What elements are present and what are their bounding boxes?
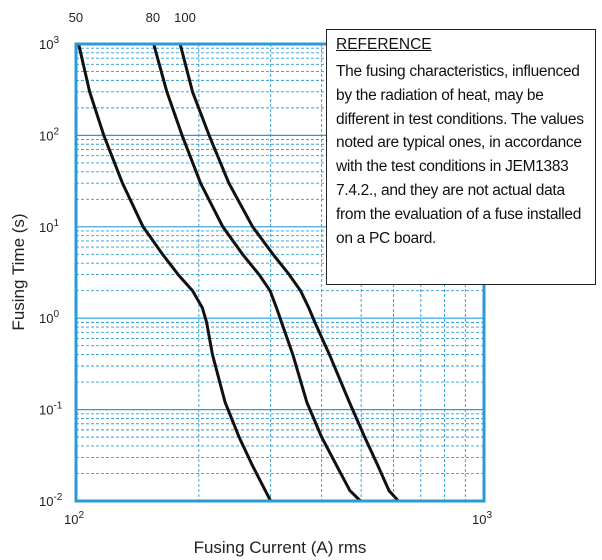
y-tick-labels: 10-2 10-1 100 101 102 103 [39, 35, 63, 509]
y-tick-label: 101 [39, 218, 59, 235]
fuse-curve-100 [178, 42, 400, 503]
chart-curves [77, 42, 400, 503]
y-tick-label: 100 [39, 309, 59, 326]
series-label-80: 80 [146, 10, 160, 25]
y-tick-label: 102 [39, 126, 59, 143]
fuse-curve-80 [152, 42, 362, 503]
reference-note-box: REFERENCE The fusing characteristics, in… [326, 29, 596, 285]
x-tick-labels: 102 103 [64, 510, 492, 527]
series-labels: 50 80 100 [69, 10, 196, 25]
y-axis-label: Fusing Time (s) [9, 213, 28, 330]
x-tick-label: 102 [64, 510, 84, 527]
y-tick-label: 103 [39, 35, 59, 52]
series-label-50: 50 [69, 10, 83, 25]
reference-text: The fusing characteristics, influenced b… [336, 63, 584, 247]
reference-title: REFERENCE [336, 36, 432, 53]
series-label-100: 100 [174, 10, 196, 25]
y-tick-label: 10-1 [39, 401, 63, 418]
x-axis-label: Fusing Current (A) rms [194, 538, 367, 557]
x-tick-label: 103 [472, 510, 492, 527]
fuse-curve-50 [77, 42, 273, 503]
y-tick-label: 10-2 [39, 492, 63, 509]
